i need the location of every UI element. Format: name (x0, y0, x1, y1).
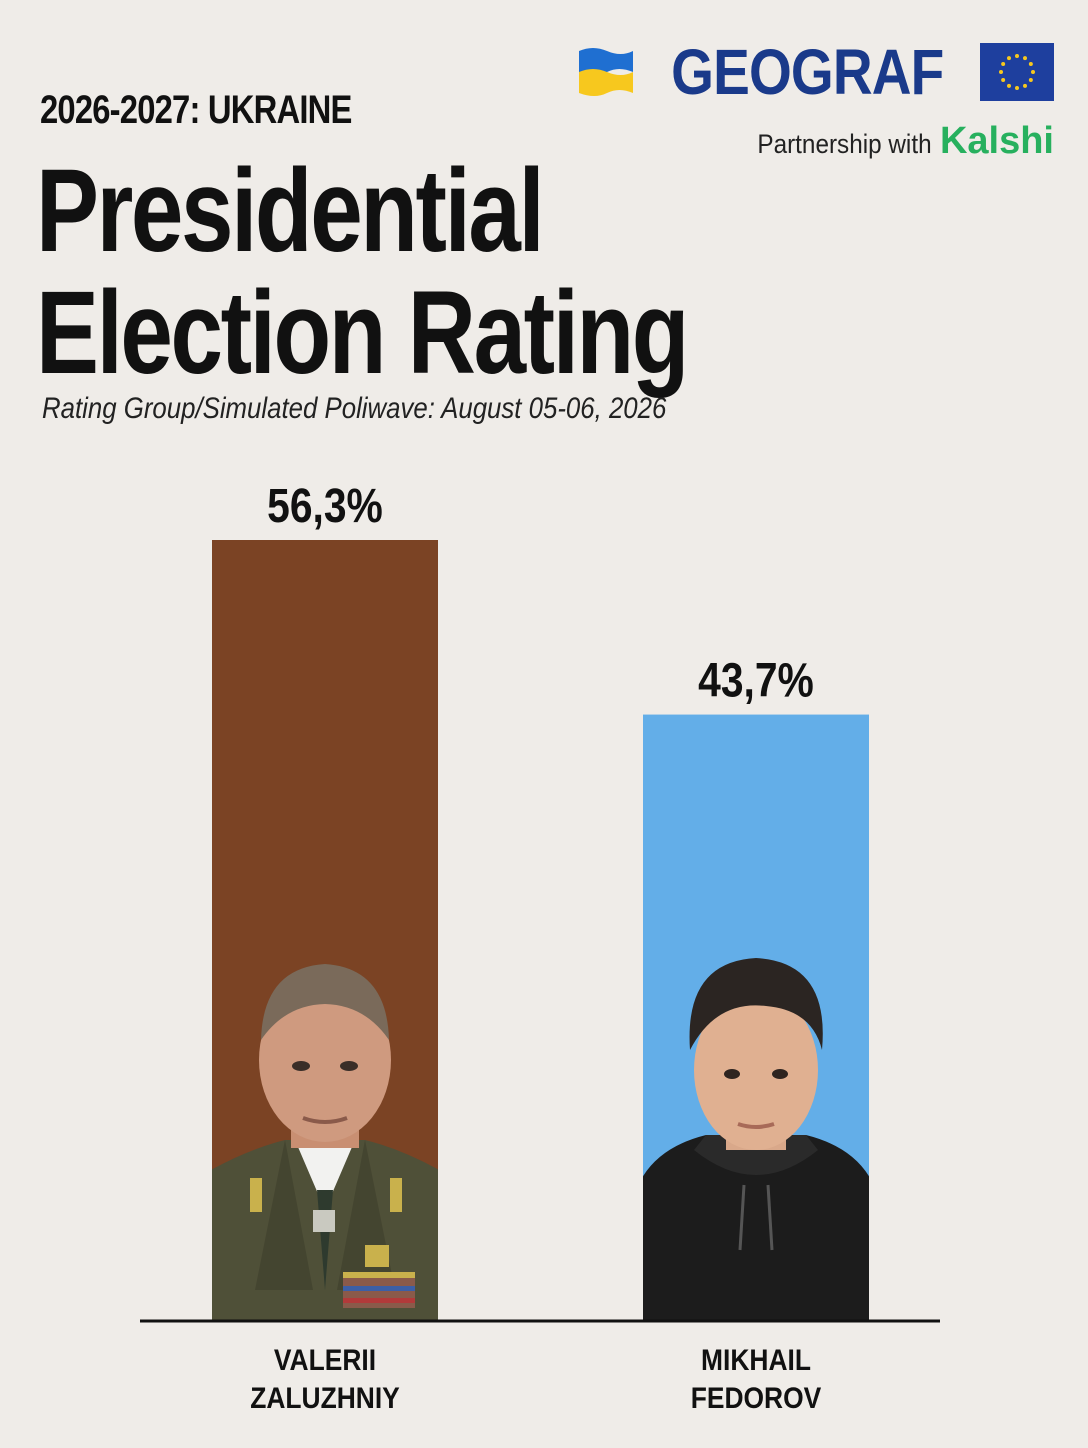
category-label-line: VALERII (273, 1344, 377, 1377)
portrait-man-in-hoodie (643, 958, 869, 1320)
category-label-line: FEDOROV (690, 1382, 822, 1415)
page-title: Presidential Election Rating (36, 145, 689, 399)
partnership-text: Partnership with (757, 129, 932, 159)
portrait-military-officer (212, 964, 438, 1320)
category-label-fedorov: MIKHAIL FEDOROV (624, 1342, 888, 1418)
ukraine-flag-icon (579, 48, 634, 96)
eu-flag-icon (980, 43, 1054, 101)
category-label-line: MIKHAIL (701, 1344, 811, 1377)
value-label-zaluzhniy: 56,3% (267, 480, 383, 533)
category-label-line: ZALUZHNIY (250, 1382, 400, 1415)
title-line-2: Election Rating (36, 267, 689, 399)
category-label-zaluzhniy: VALERII ZALUZHNIY (193, 1342, 457, 1418)
brand-name: GEOGRAF (671, 36, 945, 108)
brand-logo: GEOGRAF (577, 40, 1054, 104)
value-label-fedorov: 43,7% (698, 655, 814, 708)
kicker: 2026-2027: UKRAINE (40, 88, 352, 132)
kalshi-logo: Kalshi (939, 120, 1054, 162)
title-line-1: Presidential (36, 145, 545, 277)
partnership: Partnership with Kalshi (738, 120, 1054, 163)
subtitle: Rating Group/Simulated Poliwave: August … (42, 392, 667, 425)
